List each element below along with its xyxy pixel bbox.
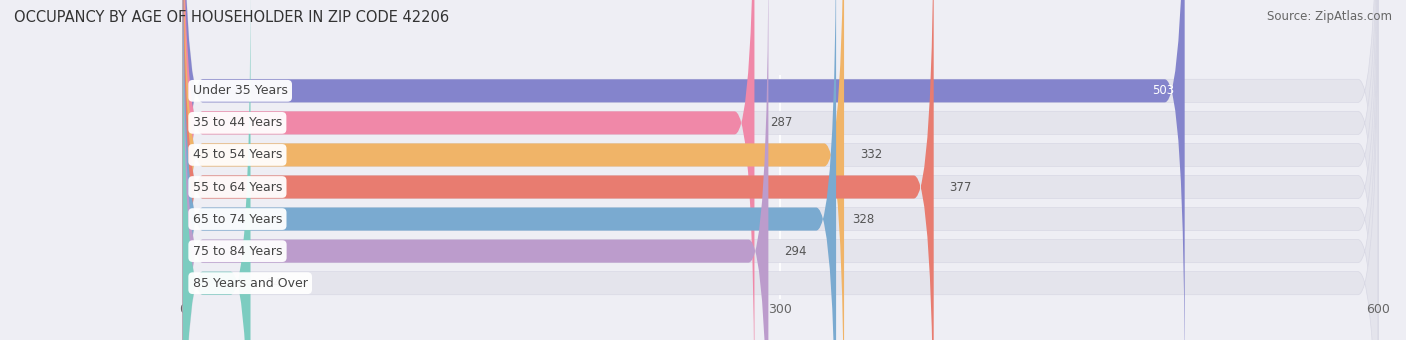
- Text: 328: 328: [852, 212, 875, 225]
- Text: 45 to 54 Years: 45 to 54 Years: [193, 149, 283, 162]
- FancyBboxPatch shape: [183, 0, 1378, 340]
- Text: 377: 377: [949, 181, 972, 193]
- FancyBboxPatch shape: [183, 0, 1378, 340]
- Text: 85 Years and Over: 85 Years and Over: [193, 277, 308, 290]
- Text: Source: ZipAtlas.com: Source: ZipAtlas.com: [1267, 10, 1392, 23]
- FancyBboxPatch shape: [183, 0, 934, 340]
- FancyBboxPatch shape: [183, 0, 1378, 340]
- Text: 34: 34: [267, 277, 281, 290]
- Text: 287: 287: [770, 116, 793, 130]
- FancyBboxPatch shape: [183, 0, 844, 340]
- Text: 294: 294: [785, 244, 807, 258]
- Text: 35 to 44 Years: 35 to 44 Years: [193, 116, 283, 130]
- FancyBboxPatch shape: [183, 0, 1378, 340]
- FancyBboxPatch shape: [183, 0, 250, 340]
- FancyBboxPatch shape: [183, 0, 1378, 340]
- FancyBboxPatch shape: [183, 0, 837, 340]
- Text: 75 to 84 Years: 75 to 84 Years: [193, 244, 283, 258]
- FancyBboxPatch shape: [183, 0, 768, 340]
- Text: Under 35 Years: Under 35 Years: [193, 84, 288, 97]
- Text: 503: 503: [1153, 84, 1175, 97]
- Text: 332: 332: [860, 149, 882, 162]
- Text: OCCUPANCY BY AGE OF HOUSEHOLDER IN ZIP CODE 42206: OCCUPANCY BY AGE OF HOUSEHOLDER IN ZIP C…: [14, 10, 449, 25]
- Text: 65 to 74 Years: 65 to 74 Years: [193, 212, 283, 225]
- FancyBboxPatch shape: [183, 0, 755, 340]
- Text: 55 to 64 Years: 55 to 64 Years: [193, 181, 283, 193]
- FancyBboxPatch shape: [183, 0, 1185, 340]
- FancyBboxPatch shape: [183, 0, 1378, 340]
- FancyBboxPatch shape: [183, 0, 1378, 340]
